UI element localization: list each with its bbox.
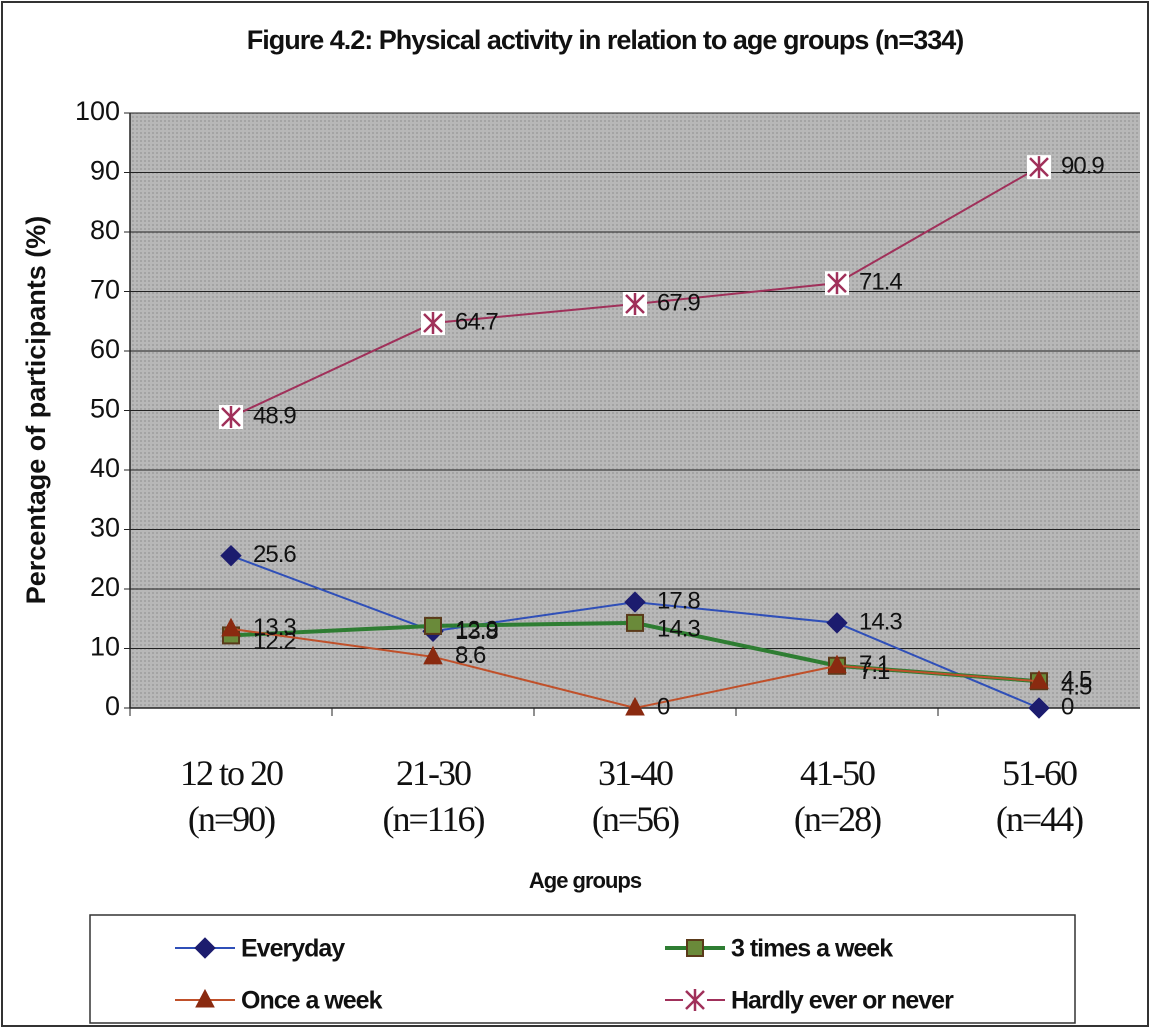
- chart: Figure 4.2: Physical activity in relatio…: [0, 0, 1152, 1029]
- y-tick-label: 60: [90, 334, 120, 364]
- y-tick-label: 80: [90, 215, 120, 245]
- data-point: [627, 615, 643, 631]
- data-point: [825, 271, 849, 295]
- x-tick-label: 31-40 (n=56): [535, 750, 735, 842]
- data-label: 4.5: [1061, 667, 1092, 694]
- data-label: 48.9: [253, 402, 296, 429]
- y-tick-label: 40: [90, 453, 120, 483]
- data-label: 13.3: [253, 614, 296, 641]
- legend-label: Hardly ever or never: [731, 987, 954, 1015]
- y-tick-label: 70: [90, 275, 120, 305]
- data-label: 90.9: [1061, 152, 1104, 179]
- legend-label: 3 times a week: [731, 935, 893, 963]
- y-tick-label: 20: [90, 572, 120, 602]
- page: Figure 4.2: Physical activity in relatio…: [0, 0, 1152, 1029]
- x-tick-label: 12 to 20 (n=90): [131, 750, 331, 842]
- data-label: 8.6: [455, 642, 486, 669]
- legend-label: Everyday: [241, 935, 345, 963]
- data-point: [1027, 155, 1051, 179]
- y-tick-label: 90: [90, 156, 120, 186]
- data-point: [425, 618, 441, 634]
- data-label: 0: [657, 693, 670, 720]
- y-tick-label: 30: [90, 513, 120, 543]
- legend-label: Once a week: [241, 987, 383, 1015]
- data-label: 17.8: [657, 587, 700, 614]
- y-tick-label: 50: [90, 394, 120, 424]
- data-label: 14.3: [859, 608, 902, 635]
- data-label: 14.3: [657, 615, 700, 642]
- data-label: 13.8: [455, 618, 498, 645]
- y-tick-label: 0: [105, 691, 120, 721]
- x-tick-label: 51-60 (n=44): [939, 750, 1139, 842]
- data-label: 67.9: [657, 289, 700, 316]
- x-axis-label: Age groups: [529, 868, 642, 893]
- data-label: 25.6: [253, 541, 296, 568]
- data-point: [421, 311, 445, 335]
- data-label: 71.4: [859, 269, 902, 296]
- data-point: [219, 405, 243, 429]
- x-tick-label: 21-30 (n=116): [333, 750, 533, 842]
- y-tick-label: 10: [90, 632, 120, 662]
- data-point: [623, 292, 647, 316]
- data-label: 7.1: [859, 651, 890, 678]
- legend-marker: [683, 988, 707, 1012]
- x-tick-label: 41-50 (n=28): [737, 750, 937, 842]
- y-axis-label: Percentage of participants (%): [21, 216, 51, 605]
- y-tick-label: 100: [75, 96, 120, 126]
- data-label: 64.7: [455, 308, 498, 335]
- legend-marker: [687, 940, 703, 956]
- chart-title: Figure 4.2: Physical activity in relatio…: [247, 25, 963, 55]
